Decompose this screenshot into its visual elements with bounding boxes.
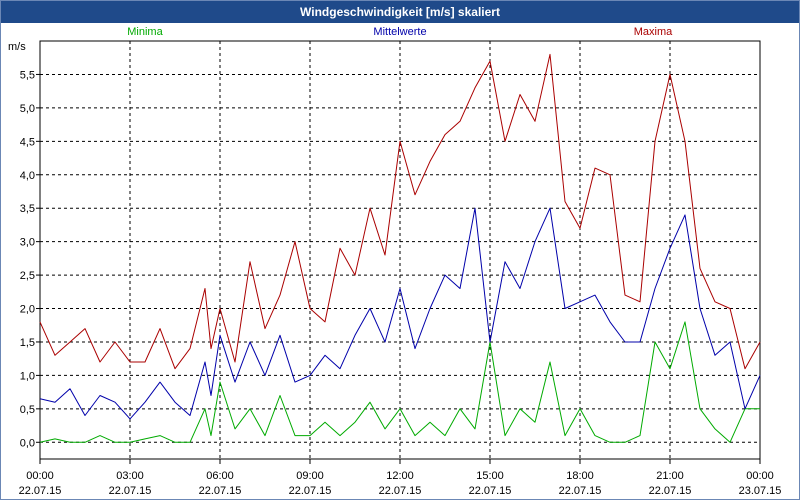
x-tick-time: 00:00 xyxy=(26,470,54,482)
x-tick-date: 22.07.15 xyxy=(19,485,62,497)
chart-title: Windgeschwindigkeit [m/s] skaliert xyxy=(1,1,799,23)
y-tick-label: 2,0 xyxy=(20,304,35,316)
y-tick-label: 3,5 xyxy=(20,203,35,215)
axis-ticks: 0,0 0,5 1,0 1,5 2,0 2,5 3,0 3,5 4,0 4,5 5,0 5,5 00:0… xyxy=(19,69,782,497)
x-tick-time: 06:00 xyxy=(206,470,234,482)
legend-mittelwerte: Mittelwerte xyxy=(373,26,426,38)
legend-minima: Minima xyxy=(127,26,163,38)
x-tick-time: 00:00 xyxy=(746,470,774,482)
legend-maxima: Maxima xyxy=(634,26,673,38)
x-tick-time: 15:00 xyxy=(476,470,504,482)
x-tick-time: 09:00 xyxy=(296,470,324,482)
series-line-maxima xyxy=(39,53,761,370)
x-tick-time: 21:00 xyxy=(656,470,684,482)
y-axis-unit: m/s xyxy=(8,41,26,53)
x-tick-date: 22.07.15 xyxy=(379,485,422,497)
x-tick-date: 22.07.15 xyxy=(559,485,602,497)
x-tick-date: 22.07.15 xyxy=(469,485,512,497)
y-tick-label: 2,5 xyxy=(20,270,35,282)
series-line-minima xyxy=(39,321,760,443)
x-tick-date: 23.07.15 xyxy=(739,485,782,497)
y-tick-label: 1,0 xyxy=(20,370,35,382)
y-tick-label: 1,5 xyxy=(20,337,35,349)
y-tick-label: 0,5 xyxy=(20,404,35,416)
y-tick-label: 4,0 xyxy=(20,170,35,182)
x-tick-time: 12:00 xyxy=(386,470,414,482)
x-tick-time: 18:00 xyxy=(566,470,594,482)
y-tick-label: 0,0 xyxy=(20,437,35,449)
x-tick-date: 22.07.15 xyxy=(649,485,692,497)
x-tick-date: 22.07.15 xyxy=(199,485,242,497)
series-line-mittelwerte xyxy=(39,207,761,420)
y-tick-label: 4,5 xyxy=(20,136,35,148)
x-tick-date: 22.07.15 xyxy=(289,485,332,497)
y-tick-label: 5,5 xyxy=(20,69,35,81)
x-tick-date: 22.07.15 xyxy=(109,485,152,497)
x-tick-time: 03:00 xyxy=(116,470,144,482)
y-tick-label: 3,0 xyxy=(20,237,35,249)
series-layer xyxy=(39,53,761,443)
y-tick-label: 5,0 xyxy=(20,103,35,115)
